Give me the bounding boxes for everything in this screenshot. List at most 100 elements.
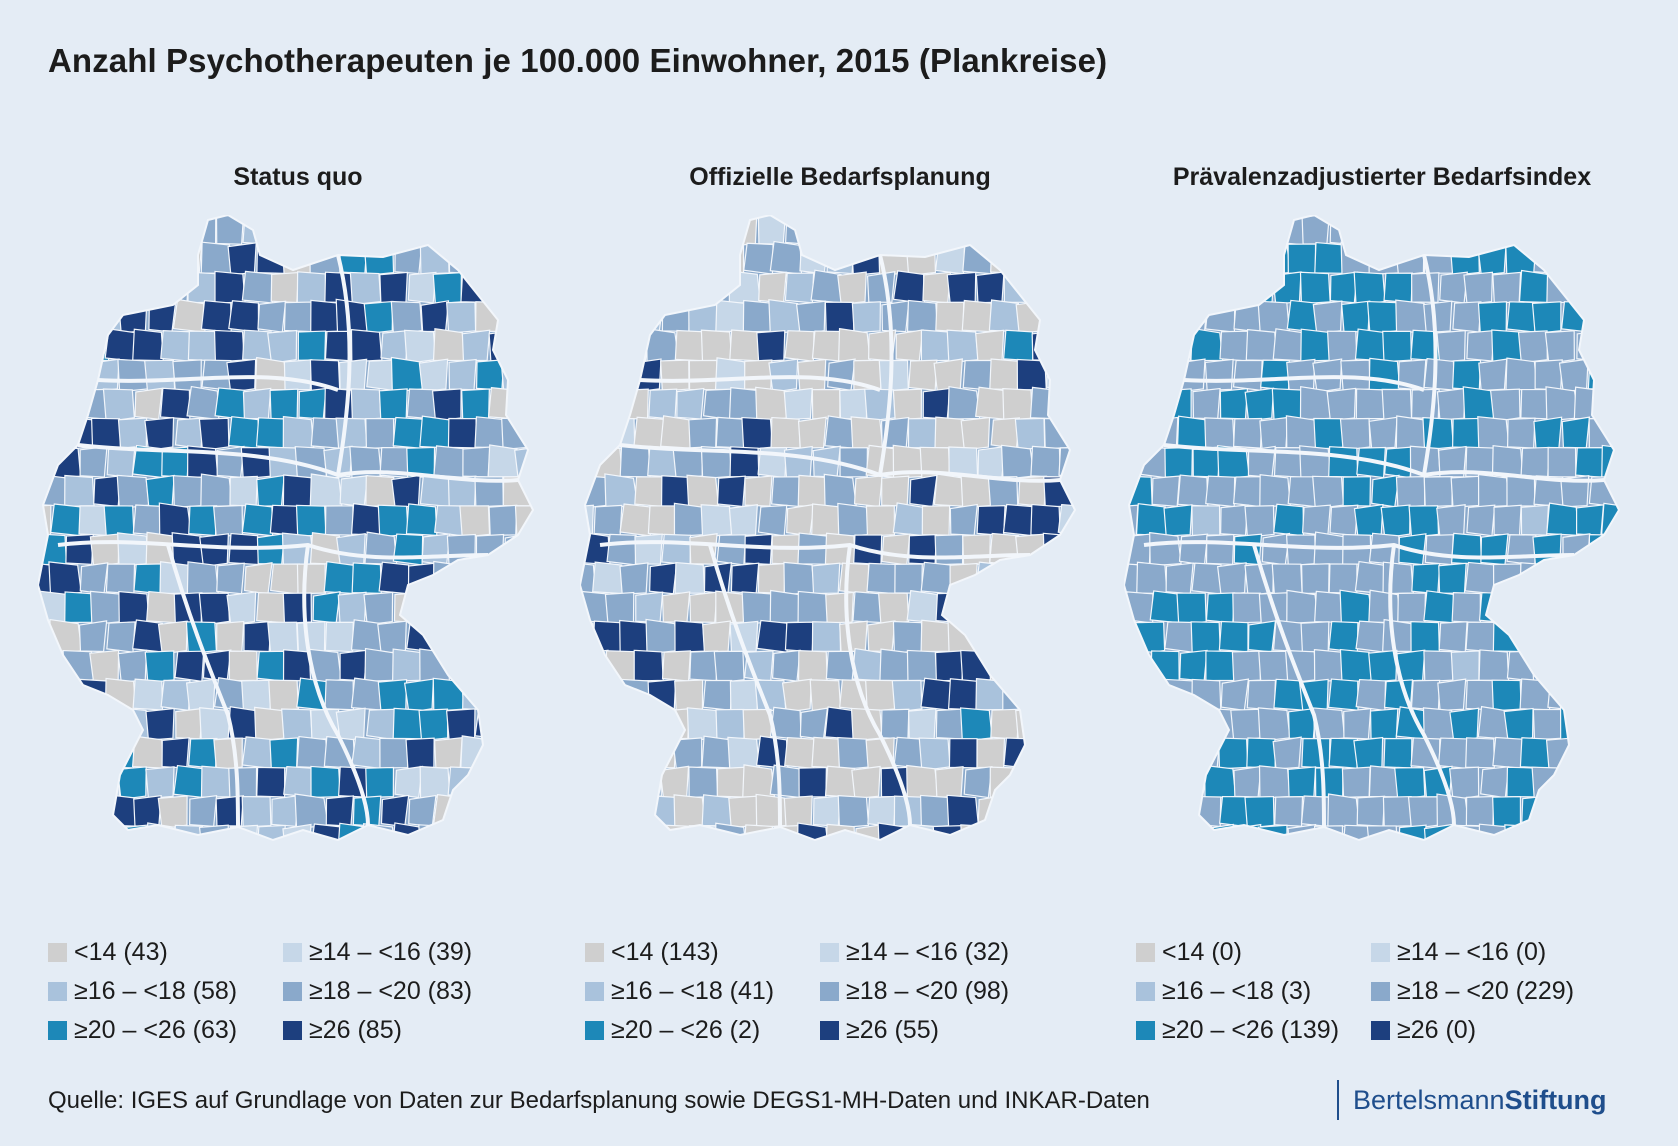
district-region	[1340, 241, 1373, 276]
district-region	[824, 823, 856, 840]
district-region	[922, 271, 952, 304]
district-region	[716, 534, 747, 566]
district-region	[990, 823, 1019, 840]
district-region	[529, 591, 533, 624]
district-region	[1030, 796, 1060, 827]
district-region	[1014, 417, 1046, 451]
district-region	[1001, 563, 1032, 596]
district-region	[310, 417, 341, 449]
legend-label: ≥20 – <26 (63)	[74, 1015, 238, 1044]
district-region	[975, 677, 1007, 711]
district-region	[744, 533, 773, 566]
district-region	[281, 708, 313, 742]
district-region	[635, 707, 664, 740]
district-region	[634, 533, 663, 565]
map-status-quo	[38, 215, 535, 842]
legend-swatch	[820, 981, 839, 1001]
district-region	[799, 707, 829, 740]
district-region	[1220, 504, 1249, 537]
district-region	[515, 678, 533, 711]
district-region	[65, 708, 95, 740]
district-region	[145, 474, 175, 508]
country-border	[38, 215, 535, 842]
district-region	[1191, 562, 1222, 595]
district-region	[242, 215, 273, 246]
district-region	[1149, 299, 1182, 333]
district-region	[377, 215, 408, 247]
district-region	[1192, 387, 1221, 420]
district-region	[784, 330, 815, 362]
district-region	[1219, 330, 1249, 362]
district-region	[907, 417, 937, 449]
district-region	[89, 707, 123, 742]
district-region	[38, 795, 53, 827]
district-region	[661, 591, 691, 624]
district-region	[228, 300, 260, 333]
district-region	[1134, 270, 1168, 305]
district-region	[881, 475, 910, 507]
district-region	[1327, 793, 1361, 828]
district-region	[172, 359, 202, 393]
district-region	[448, 358, 477, 391]
district-region	[797, 358, 827, 392]
district-region	[1149, 823, 1179, 840]
district-region	[1204, 300, 1236, 333]
district-region	[1218, 795, 1250, 828]
district-region	[1124, 417, 1151, 451]
district-region	[1232, 359, 1263, 392]
district-region	[1149, 590, 1182, 624]
district-region	[674, 679, 704, 712]
district-region	[268, 679, 299, 713]
legend-item: <14 (0)	[1136, 937, 1371, 967]
district-region	[975, 329, 1005, 363]
district-region	[310, 708, 340, 741]
legend-label: ≥20 – <26 (139)	[1162, 1015, 1340, 1044]
district-region	[132, 328, 164, 362]
district-region	[686, 474, 720, 510]
district-region	[392, 707, 423, 740]
district-region	[797, 590, 829, 624]
district-region	[1600, 327, 1619, 362]
district-region	[771, 649, 801, 682]
district-region	[949, 562, 978, 594]
district-region	[1002, 503, 1034, 537]
legend-label: ≥26 (55)	[846, 1015, 939, 1044]
district-region	[729, 329, 760, 362]
district-region	[1192, 215, 1221, 245]
district-region	[854, 823, 883, 840]
district-region	[877, 592, 910, 626]
district-region	[1245, 271, 1275, 305]
district-region	[1032, 271, 1061, 304]
district-region	[1397, 824, 1427, 840]
state-boundary	[1422, 254, 1438, 476]
district-region	[501, 764, 533, 799]
district-region	[461, 388, 490, 420]
district-region	[282, 823, 312, 840]
district-region	[580, 387, 595, 420]
district-region	[592, 679, 623, 711]
district-region	[350, 388, 382, 421]
district-region	[241, 736, 274, 770]
district-region	[50, 503, 82, 537]
legend-label: <14 (43)	[74, 937, 168, 966]
district-region	[1003, 272, 1033, 303]
district-region	[1599, 619, 1619, 655]
district-region	[580, 795, 596, 828]
district-region	[660, 708, 690, 741]
district-region	[853, 475, 883, 508]
district-region	[1436, 387, 1467, 421]
district-region	[824, 765, 856, 798]
district-region	[116, 766, 147, 801]
district-region	[1136, 561, 1168, 595]
district-region	[200, 241, 233, 274]
legend-swatch	[48, 1020, 67, 1040]
district-region	[1032, 562, 1061, 595]
district-region	[38, 328, 55, 362]
district-region	[1450, 532, 1483, 566]
district-region	[406, 388, 437, 420]
map-offizielle-bedarfsplanung	[580, 215, 1077, 842]
district-region	[838, 562, 870, 595]
legend-item: ≥16 – <18 (3)	[1136, 976, 1371, 1006]
district-region	[337, 822, 370, 840]
district-region	[392, 648, 425, 682]
